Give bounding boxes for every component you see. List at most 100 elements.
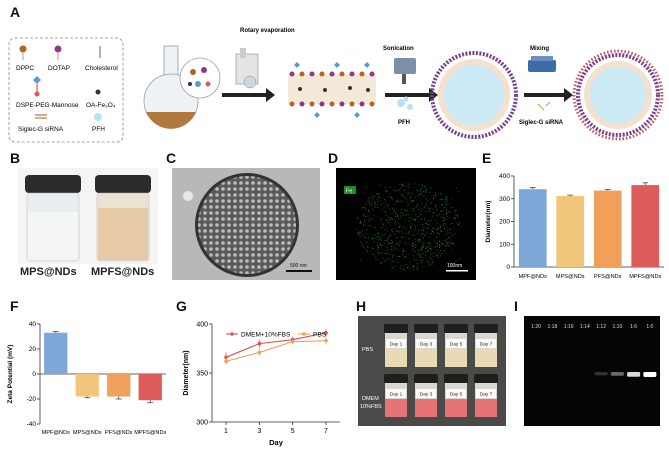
- y-tick-label: 100: [499, 241, 510, 248]
- step-rotary: Rotary evaporation: [240, 28, 295, 34]
- vial-day-label: Day 3: [420, 342, 433, 348]
- x-tick-label: 7: [324, 428, 328, 435]
- lane-label: 1:20: [531, 324, 541, 330]
- step-sirna: Siglec-G siRNA: [519, 120, 564, 126]
- step-mixing: Mixing: [530, 46, 549, 52]
- x-tick-label: 1: [224, 428, 228, 435]
- gel-band: [610, 372, 624, 376]
- step-pfh: PFH: [398, 120, 410, 126]
- panel-label-a: A: [10, 4, 21, 20]
- bar: [518, 189, 547, 267]
- y-tick-label: 300: [196, 420, 208, 427]
- vial-day-label: Day 7: [480, 342, 493, 348]
- x-tick-label: MPF@NDs: [519, 274, 548, 280]
- lane-label: 1:10: [613, 324, 623, 330]
- y-tick-label: 0: [506, 264, 510, 271]
- gel-image: 1:20 1:18 1:16 1:14 1:12 1:10 1:6 1:0: [524, 316, 660, 426]
- y-tick-label: 200: [499, 219, 510, 226]
- bar: [556, 196, 585, 267]
- gel-band: [627, 372, 641, 377]
- legend-pfh: PFH: [92, 126, 105, 133]
- vial-cap: [474, 324, 498, 333]
- nanodroplet-icon: [572, 49, 664, 141]
- vial-label: [476, 339, 496, 348]
- legend-sirna: Siglec-G siRNA: [18, 126, 64, 133]
- bar: [631, 185, 660, 267]
- y-axis-label: Zeta Potential (mV): [7, 345, 14, 404]
- data-point: [224, 355, 228, 360]
- x-tick-label: MPFS@NDs: [134, 430, 166, 436]
- panel-label-b: B: [10, 150, 21, 166]
- dotap-icon: [54, 45, 62, 60]
- lane-label: 1:18: [548, 324, 558, 330]
- legend-label: DMEM+10%FBS: [241, 332, 291, 339]
- gel-band: [594, 372, 608, 376]
- bar: [593, 190, 622, 267]
- vial-day-label: Day 5: [450, 342, 463, 348]
- lane-label: 1:6: [630, 324, 637, 330]
- vial-label: [476, 389, 496, 398]
- panel-label-g: G: [176, 298, 187, 314]
- chart-g: 300 350 400 1 3 5 7 Day Diameter(nm) DMEM+10%FBS P…: [183, 322, 340, 447]
- y-tick-label: 40: [29, 321, 37, 328]
- data-point: [324, 338, 328, 343]
- lipid-bilayer-icon: [288, 62, 376, 118]
- vial-cap: [444, 374, 468, 383]
- panel-label-h: H: [356, 298, 367, 314]
- eds-element: Fe: [346, 189, 352, 195]
- gel-background: [524, 316, 660, 426]
- panel-label-d: D: [328, 150, 339, 166]
- x-tick-label: PFS@NDs: [105, 430, 133, 436]
- x-tick-label: 3: [257, 428, 261, 435]
- y-axis-label: Diameter(nm): [485, 201, 492, 243]
- bar: [75, 374, 99, 397]
- data-point: [290, 339, 295, 344]
- panel-label-c: C: [166, 150, 177, 166]
- data-point: [257, 341, 262, 346]
- vial-cap: [384, 324, 408, 333]
- vial-liquid: [385, 349, 407, 367]
- lane-label: 1:0: [646, 324, 653, 330]
- y-tick-label: 350: [196, 371, 208, 378]
- x-tick-label: MPS@NDs: [556, 274, 585, 280]
- sirna-icon: [35, 114, 47, 119]
- legend-marker: [302, 332, 306, 336]
- tem-scale: 500 nm: [290, 263, 307, 269]
- eds-map: Fe 100nm: [336, 168, 476, 280]
- legend-dotap: DOTAP: [48, 65, 70, 72]
- rotary-evaporator-icon: [235, 48, 259, 89]
- series-line: [225, 332, 327, 358]
- y-tick-label: -40: [27, 421, 37, 428]
- data-point: [257, 350, 262, 355]
- panel-label-f: F: [10, 298, 19, 314]
- bar: [138, 374, 162, 401]
- arrow-icon: [385, 88, 438, 102]
- panel-label-i: I: [514, 298, 518, 314]
- vial-day-label: Day 1: [390, 392, 403, 398]
- vial-day-label: Day 7: [480, 392, 493, 398]
- vial-photo: [18, 168, 158, 264]
- vial-day-label: Day 1: [390, 342, 403, 348]
- x-axis-label: Day: [269, 438, 284, 447]
- h-row2-label-b: 10%FBS: [360, 404, 382, 410]
- y-axis-label: Diameter(nm): [183, 350, 190, 395]
- vial-label: [446, 389, 466, 398]
- panel-a-illustration: DPPC DOTAP Cholesterol DSPE-PEG-Mannose …: [8, 28, 664, 143]
- vial-label: [446, 339, 466, 348]
- vial-liquid: [445, 399, 467, 417]
- dspe-icon: [33, 76, 41, 97]
- arrow-icon: [222, 88, 275, 102]
- legend-label: PBS: [313, 332, 327, 339]
- nanodroplet-icon: [430, 51, 518, 139]
- vial-cap: [414, 324, 438, 333]
- legend-dppc: DPPC: [16, 65, 34, 72]
- chart-e: 0 100 200 300 400 MPF@NDs MPS@NDs PFS@NDs MPFS@N…: [485, 173, 664, 280]
- x-tick-label: PFS@NDs: [594, 274, 622, 280]
- arrow-icon: [524, 88, 573, 102]
- vial-liquid: [415, 399, 437, 417]
- vial-liquid: [385, 399, 407, 417]
- vial-label: [416, 389, 436, 398]
- pfh-icon: [94, 113, 102, 121]
- vial-label: [416, 339, 436, 348]
- stability-photo: Day 1 Day 3 Day 5 Day 7 Day 1 Day 3 Day 5 Day 7…: [358, 316, 506, 426]
